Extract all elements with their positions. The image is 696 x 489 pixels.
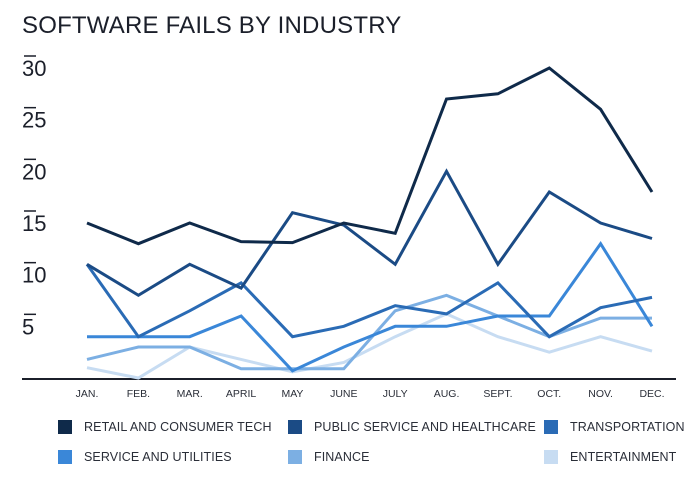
legend-swatch — [58, 420, 72, 434]
x-tick-label: JULY — [383, 388, 408, 400]
legend-item-transportation: TRANSPORTATION — [544, 420, 685, 434]
x-tick-label: DEC. — [639, 388, 664, 400]
y-axis: 5 10 15 20 25 30 — [22, 55, 46, 339]
x-tick-label: JAN. — [76, 388, 99, 400]
legend-item-finance: FINANCE — [288, 450, 370, 464]
legend-label: ENTERTAINMENT — [570, 450, 677, 464]
legend-swatch — [288, 420, 302, 434]
series-lines — [85, 66, 654, 380]
legend-label: RETAIL AND CONSUMER TECH — [84, 420, 272, 434]
y-tick-label: 10 — [22, 263, 46, 288]
y-tick-label: 30 — [22, 56, 46, 81]
y-tick-label: 5 — [22, 314, 34, 339]
series-line-retail-and-consumer-tech — [86, 66, 654, 246]
x-tick-label: AUG. — [434, 388, 460, 400]
series-line-entertainment — [86, 312, 653, 380]
x-tick-label: FEB. — [127, 388, 150, 400]
x-tick-label: SEPT. — [483, 388, 512, 400]
legend-label: TRANSPORTATION — [570, 420, 685, 434]
y-tick-label: 20 — [22, 159, 46, 184]
x-axis: JAN. FEB. MAR. APRIL MAY JUNE JULY AUG. SEPT. OCT… — [22, 378, 676, 400]
chart-title: SOFTWARE FAILS BY INDUSTRY — [22, 12, 402, 39]
legend-swatch — [288, 450, 302, 464]
legend-swatch — [544, 420, 558, 434]
legend-item-retail: RETAIL AND CONSUMER TECH — [58, 420, 272, 434]
x-tick-label: MAY — [281, 388, 303, 400]
legend-item-public-service: PUBLIC SERVICE AND HEALTHCARE — [288, 420, 536, 434]
legend-label: SERVICE AND UTILITIES — [84, 450, 232, 464]
legend-label: FINANCE — [314, 450, 370, 464]
y-tick-label: 25 — [22, 108, 46, 133]
series-line-service-and-utilities — [87, 240, 654, 373]
x-tick-label: NOV. — [588, 388, 613, 400]
x-tick-label: MAR. — [177, 388, 203, 400]
y-tick-label: 15 — [22, 211, 46, 236]
series-line-transportation — [85, 263, 653, 339]
legend-swatch — [58, 450, 72, 464]
series-line-public-service-and-healthcare — [86, 168, 653, 298]
legend-item-entertainment: ENTERTAINMENT — [544, 450, 676, 464]
x-tick-label: OCT. — [537, 388, 561, 400]
x-tick-label: JUNE — [330, 388, 357, 400]
x-tick-label: APRIL — [226, 388, 257, 400]
series-line-finance — [86, 293, 652, 371]
legend-item-service-utilities: SERVICE AND UTILITIES — [58, 450, 232, 464]
legend-label: PUBLIC SERVICE AND HEALTHCARE — [314, 420, 536, 434]
legend-swatch — [544, 450, 558, 464]
